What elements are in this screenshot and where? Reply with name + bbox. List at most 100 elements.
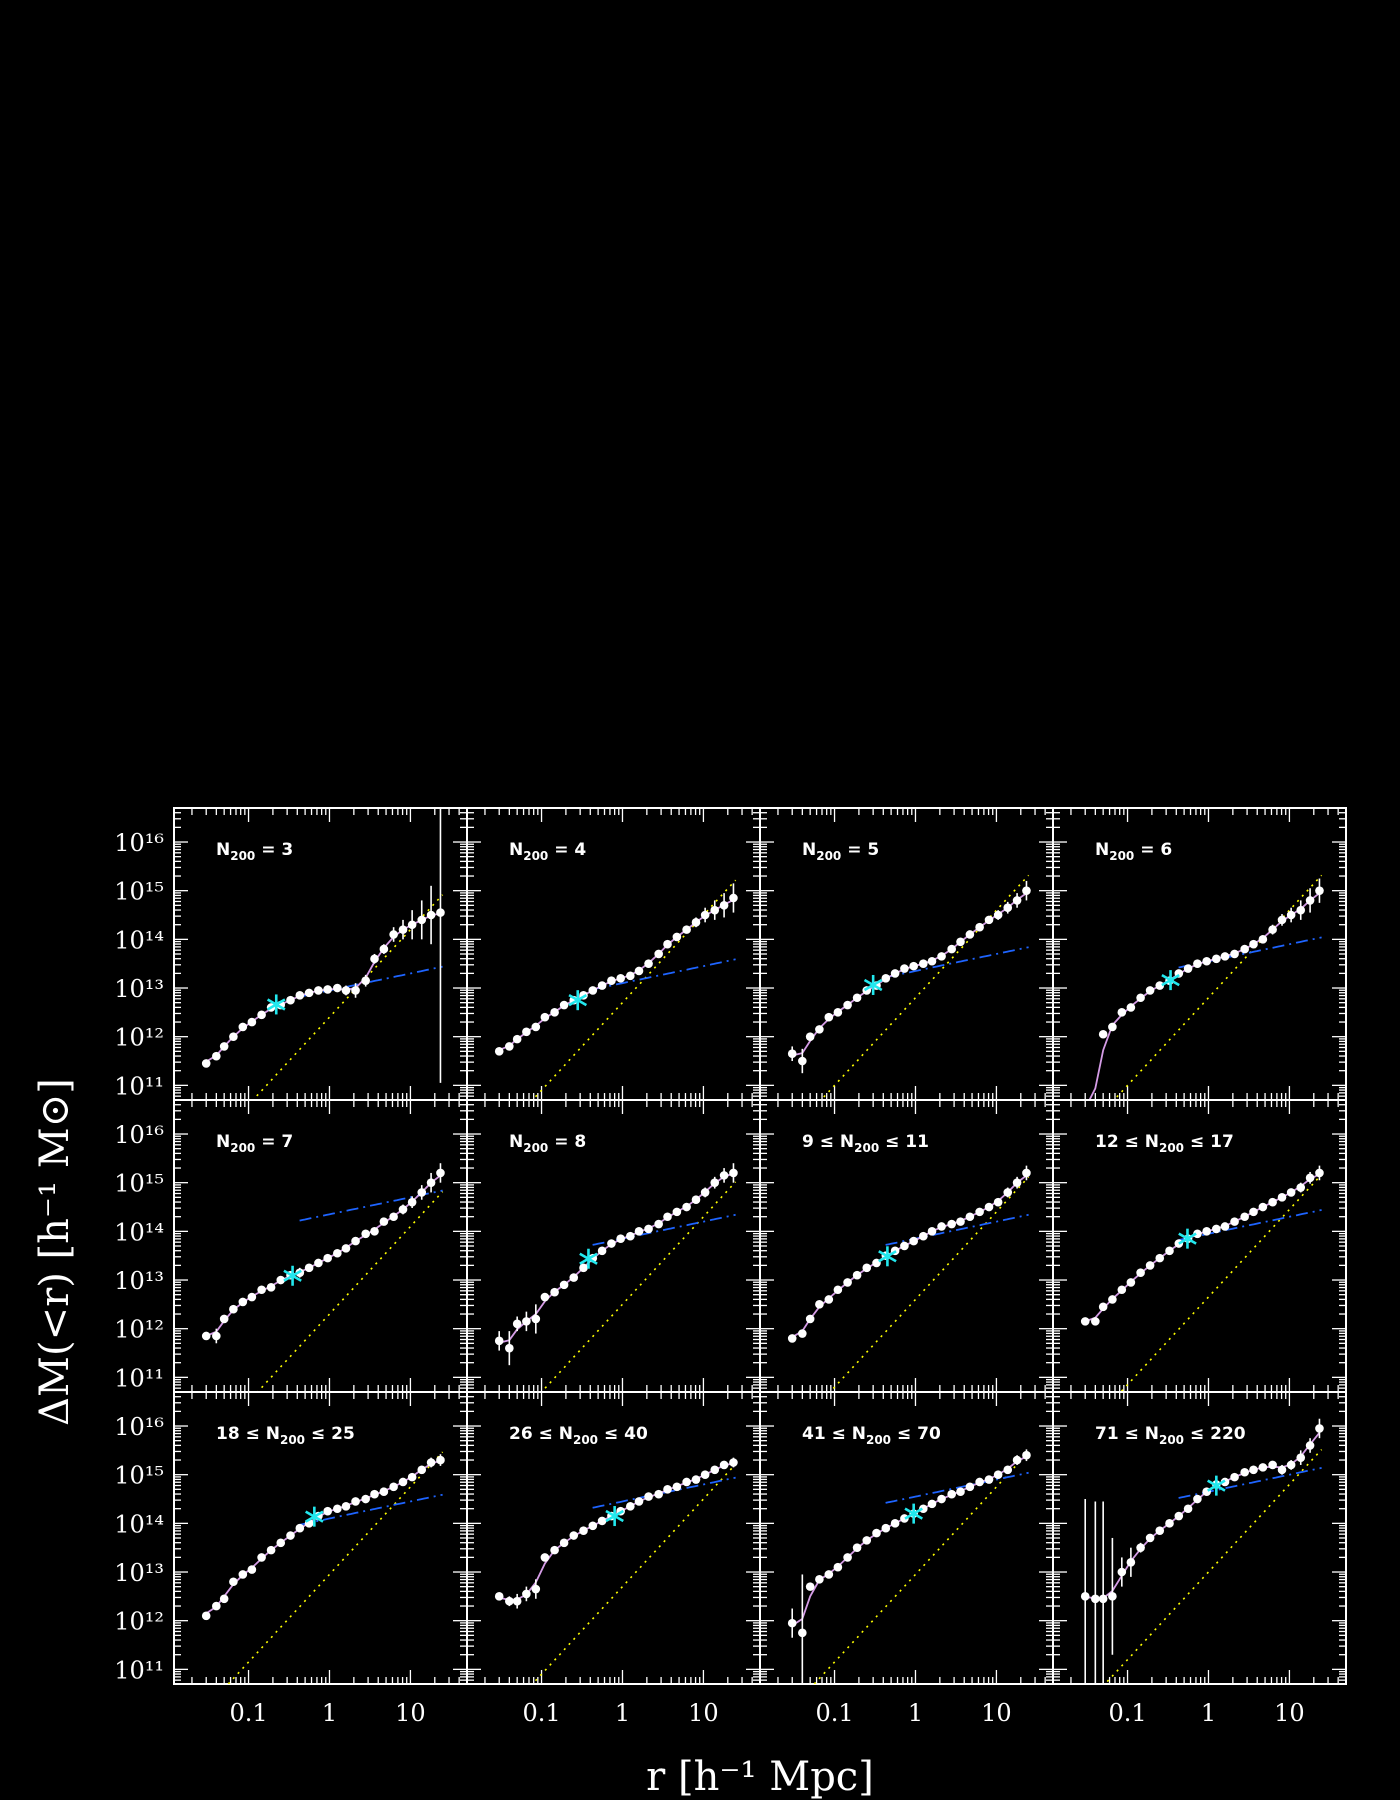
data-point (1305, 896, 1315, 905)
panel-label-part: ≤ 17 (1184, 1132, 1234, 1152)
data-point (1268, 1197, 1277, 1207)
x-tick-label: 0.1 (229, 1699, 267, 1727)
panel-label-part: = 7 (255, 1132, 293, 1152)
panel-ticks (467, 1392, 760, 1684)
panel-plot-area (1080, 1165, 1324, 1392)
data-point (1258, 1463, 1268, 1472)
data-point (257, 1010, 266, 1020)
data-point (927, 1499, 937, 1509)
inner-fit-line (592, 1476, 736, 1509)
panel-label-subscript: 200 (230, 1141, 255, 1155)
panel-label: N200 = 7 (216, 1132, 293, 1155)
panel-label-part: ≤ 40 (598, 1424, 648, 1444)
data-point (1183, 1504, 1193, 1514)
data-point (201, 1059, 211, 1068)
marker-stroke (305, 1510, 324, 1523)
data-point (1117, 1567, 1127, 1577)
data-point (1022, 886, 1031, 895)
data-point (852, 1270, 862, 1280)
data-point (1277, 1465, 1287, 1475)
data-point (1258, 935, 1268, 944)
x-tick-label: 0.1 (1108, 1699, 1146, 1727)
panel-label-part: N (509, 1132, 523, 1152)
marker-asterisk (266, 994, 286, 1015)
panel-label: 9 ≤ N200 ≤ 11 (802, 1132, 929, 1155)
data-point (1003, 1188, 1013, 1197)
panel-label: 12 ≤ N200 ≤ 17 (1095, 1132, 1234, 1155)
data-point (1080, 1592, 1090, 1601)
data-point (815, 1025, 824, 1034)
data-point (579, 1263, 588, 1273)
panel-4: N200 = 6 (1052, 807, 1347, 1101)
data-point (212, 1601, 221, 1611)
data-point (426, 910, 436, 920)
data-point (341, 1244, 351, 1253)
panel-label-part: N (216, 1132, 230, 1152)
inner-fit-line (885, 1213, 1029, 1246)
x-tick-label: 0.1 (815, 1699, 853, 1727)
y-tick-label: 10¹¹ (114, 1656, 164, 1684)
inner-fit-line (885, 946, 1029, 979)
y-tick-labels: 10¹¹ 10¹² 10¹³ 10¹⁴ 10¹⁵ 10¹⁶ 10¹¹ 10¹² 10¹³ 10¹⁴… (114, 829, 164, 1684)
marker-asterisk (568, 990, 588, 1011)
panel-plot-area (1080, 1418, 1324, 1684)
y-tick-label: 10¹² (114, 1608, 164, 1636)
panel-ticks (1053, 1100, 1346, 1392)
data-point (1240, 1212, 1249, 1222)
panel-label-subscript: 200 (573, 1433, 598, 1447)
inner-fit-line (1178, 1467, 1322, 1499)
data-point (238, 1297, 248, 1307)
data-point (843, 1553, 852, 1562)
x-tick-label: 10 (395, 1699, 426, 1727)
panel-label-part: 9 ≤ N (802, 1132, 854, 1152)
data-point (1003, 1465, 1013, 1475)
data-point (1145, 986, 1155, 995)
data-point (436, 1455, 445, 1465)
data-point (286, 995, 295, 1005)
data-point (1230, 1217, 1239, 1226)
y-tick-label: 10¹⁴ (114, 1510, 164, 1538)
data-point (370, 1227, 379, 1236)
panel-label-subscript: 200 (816, 849, 841, 863)
marker-stroke (579, 1252, 598, 1265)
data-point (787, 1049, 797, 1059)
data-point (559, 1538, 569, 1548)
data-point (710, 1465, 720, 1475)
panel-12: 71 ≤ N200 ≤ 220 (1052, 1391, 1347, 1685)
y-tick-label: 10¹² (114, 1024, 164, 1052)
data-point (965, 1482, 975, 1492)
panel-11: 41 ≤ N200 ≤ 70 (759, 1391, 1054, 1685)
y-tick-label: 10¹⁵ (114, 878, 164, 906)
data-point (852, 993, 862, 1003)
panel-label-part: 71 ≤ N (1095, 1424, 1159, 1444)
x-tick-label: 10 (981, 1699, 1012, 1727)
x-tick-label: 1 (908, 1699, 923, 1727)
data-point (1136, 1268, 1145, 1278)
panel-ticks (760, 1392, 1053, 1684)
data-point (691, 1195, 701, 1205)
data-point (494, 1336, 504, 1346)
y-tick-label: 10¹⁶ (114, 829, 164, 857)
data-point (798, 1329, 807, 1338)
panel-label: 26 ≤ N200 ≤ 40 (509, 1424, 648, 1447)
data-point (626, 1231, 635, 1241)
data-point (1305, 1441, 1315, 1450)
panel-plot-area (201, 808, 445, 1100)
data-point (1165, 1246, 1174, 1256)
data-point (607, 1239, 616, 1248)
data-point (426, 1178, 436, 1187)
data-point (333, 983, 342, 993)
panel-label-part: ≤ 11 (879, 1132, 929, 1152)
data-point (276, 1538, 286, 1548)
panel-label-part: 12 ≤ N (1095, 1132, 1159, 1152)
marker-asterisk (1178, 1228, 1197, 1249)
data-point (682, 1202, 691, 1212)
panel-ticks (760, 1100, 1053, 1392)
y-tick-label: 10¹⁶ (114, 1413, 164, 1441)
data-point (559, 1280, 569, 1290)
data-point (333, 1504, 342, 1514)
panel-label-part: N (509, 840, 523, 860)
data-point (1315, 886, 1324, 895)
data-point (833, 1562, 843, 1572)
